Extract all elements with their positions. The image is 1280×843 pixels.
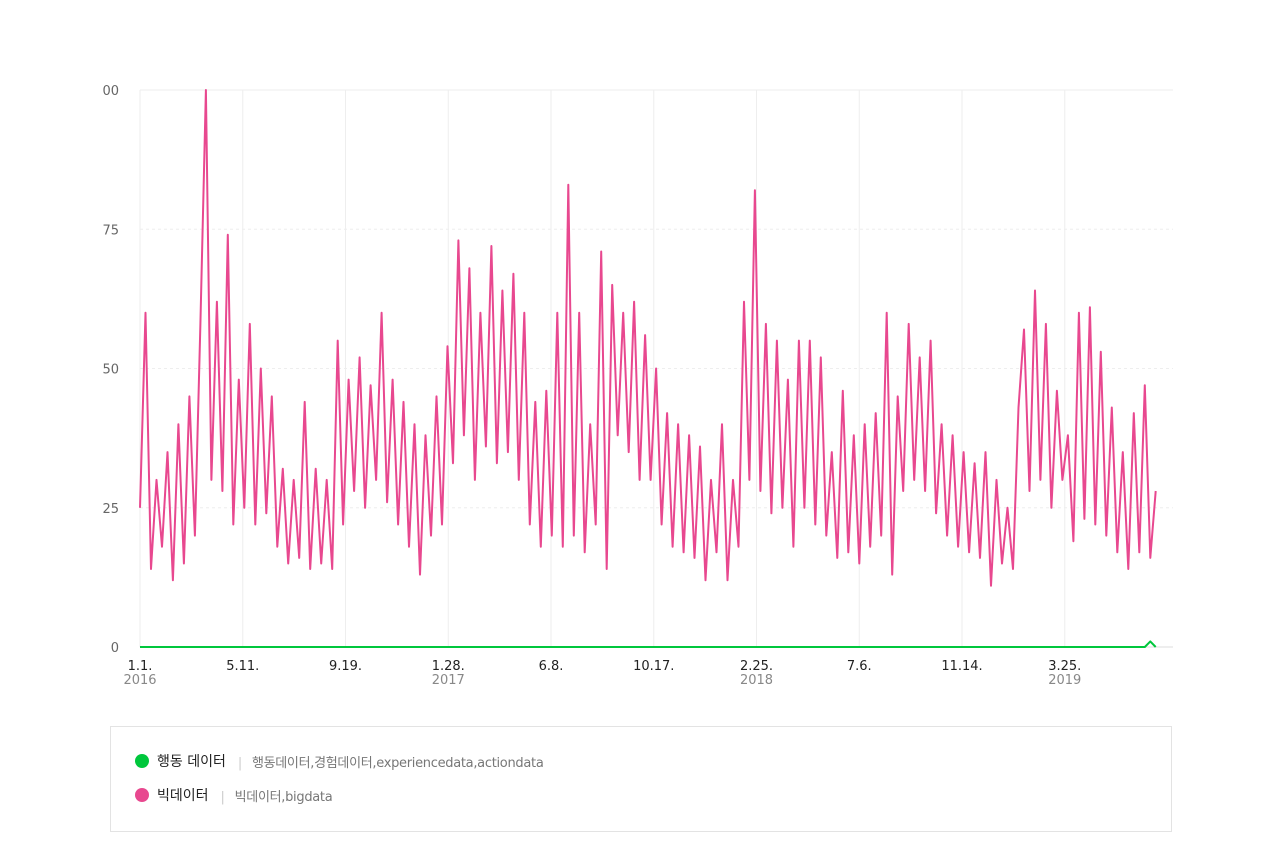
series-line — [140, 640, 1157, 648]
legend-name: 행동 데이터 — [157, 754, 226, 770]
y-tick-label: 00 — [102, 84, 119, 99]
legend-keywords: 행동데이터,경험데이터,experiencedata,actiondata — [226, 752, 544, 771]
legend-keywords: 빅데이터,bigdata — [209, 786, 333, 805]
x-tick-label: 10.17. — [633, 659, 674, 674]
x-tick-label: 1.28. — [432, 659, 465, 674]
y-tick-label: 75 — [102, 223, 119, 238]
y-tick-label: 50 — [102, 363, 119, 378]
legend-swatch — [135, 788, 149, 802]
x-tick-year: 2018 — [740, 673, 773, 688]
x-tick-label: 7.6. — [847, 659, 872, 674]
x-tick-label: 9.19. — [329, 659, 362, 674]
legend-swatch — [135, 754, 149, 768]
x-tick-label: 5.11. — [226, 659, 259, 674]
x-tick-year: 2017 — [432, 673, 465, 688]
legend-item: 행동 데이터행동데이터,경험데이터,experiencedata,actiond… — [135, 751, 544, 771]
y-tick-label: 0 — [111, 641, 119, 656]
chart: 0 25 50 75 00 1.1. 5.11. 9.19. 1.28. 6.8. 10.17. 2.… — [102, 84, 1173, 688]
x-tick-label: 2.25. — [740, 659, 773, 674]
legend: 행동 데이터행동데이터,경험데이터,experiencedata,actiond… — [110, 726, 1172, 832]
series-line — [139, 89, 1157, 587]
x-tick-label: 11.14. — [941, 659, 982, 674]
y-tick-label: 25 — [102, 502, 119, 517]
x-tick-year: 2019 — [1048, 673, 1081, 688]
legend-name: 빅데이터 — [157, 788, 209, 804]
legend-item: 빅데이터빅데이터,bigdata — [135, 785, 333, 805]
x-tick-label: 6.8. — [539, 659, 564, 674]
x-tick-year: 2016 — [123, 673, 156, 688]
x-tick-label: 3.25. — [1048, 659, 1081, 674]
x-tick-label: 1.1. — [128, 659, 153, 674]
